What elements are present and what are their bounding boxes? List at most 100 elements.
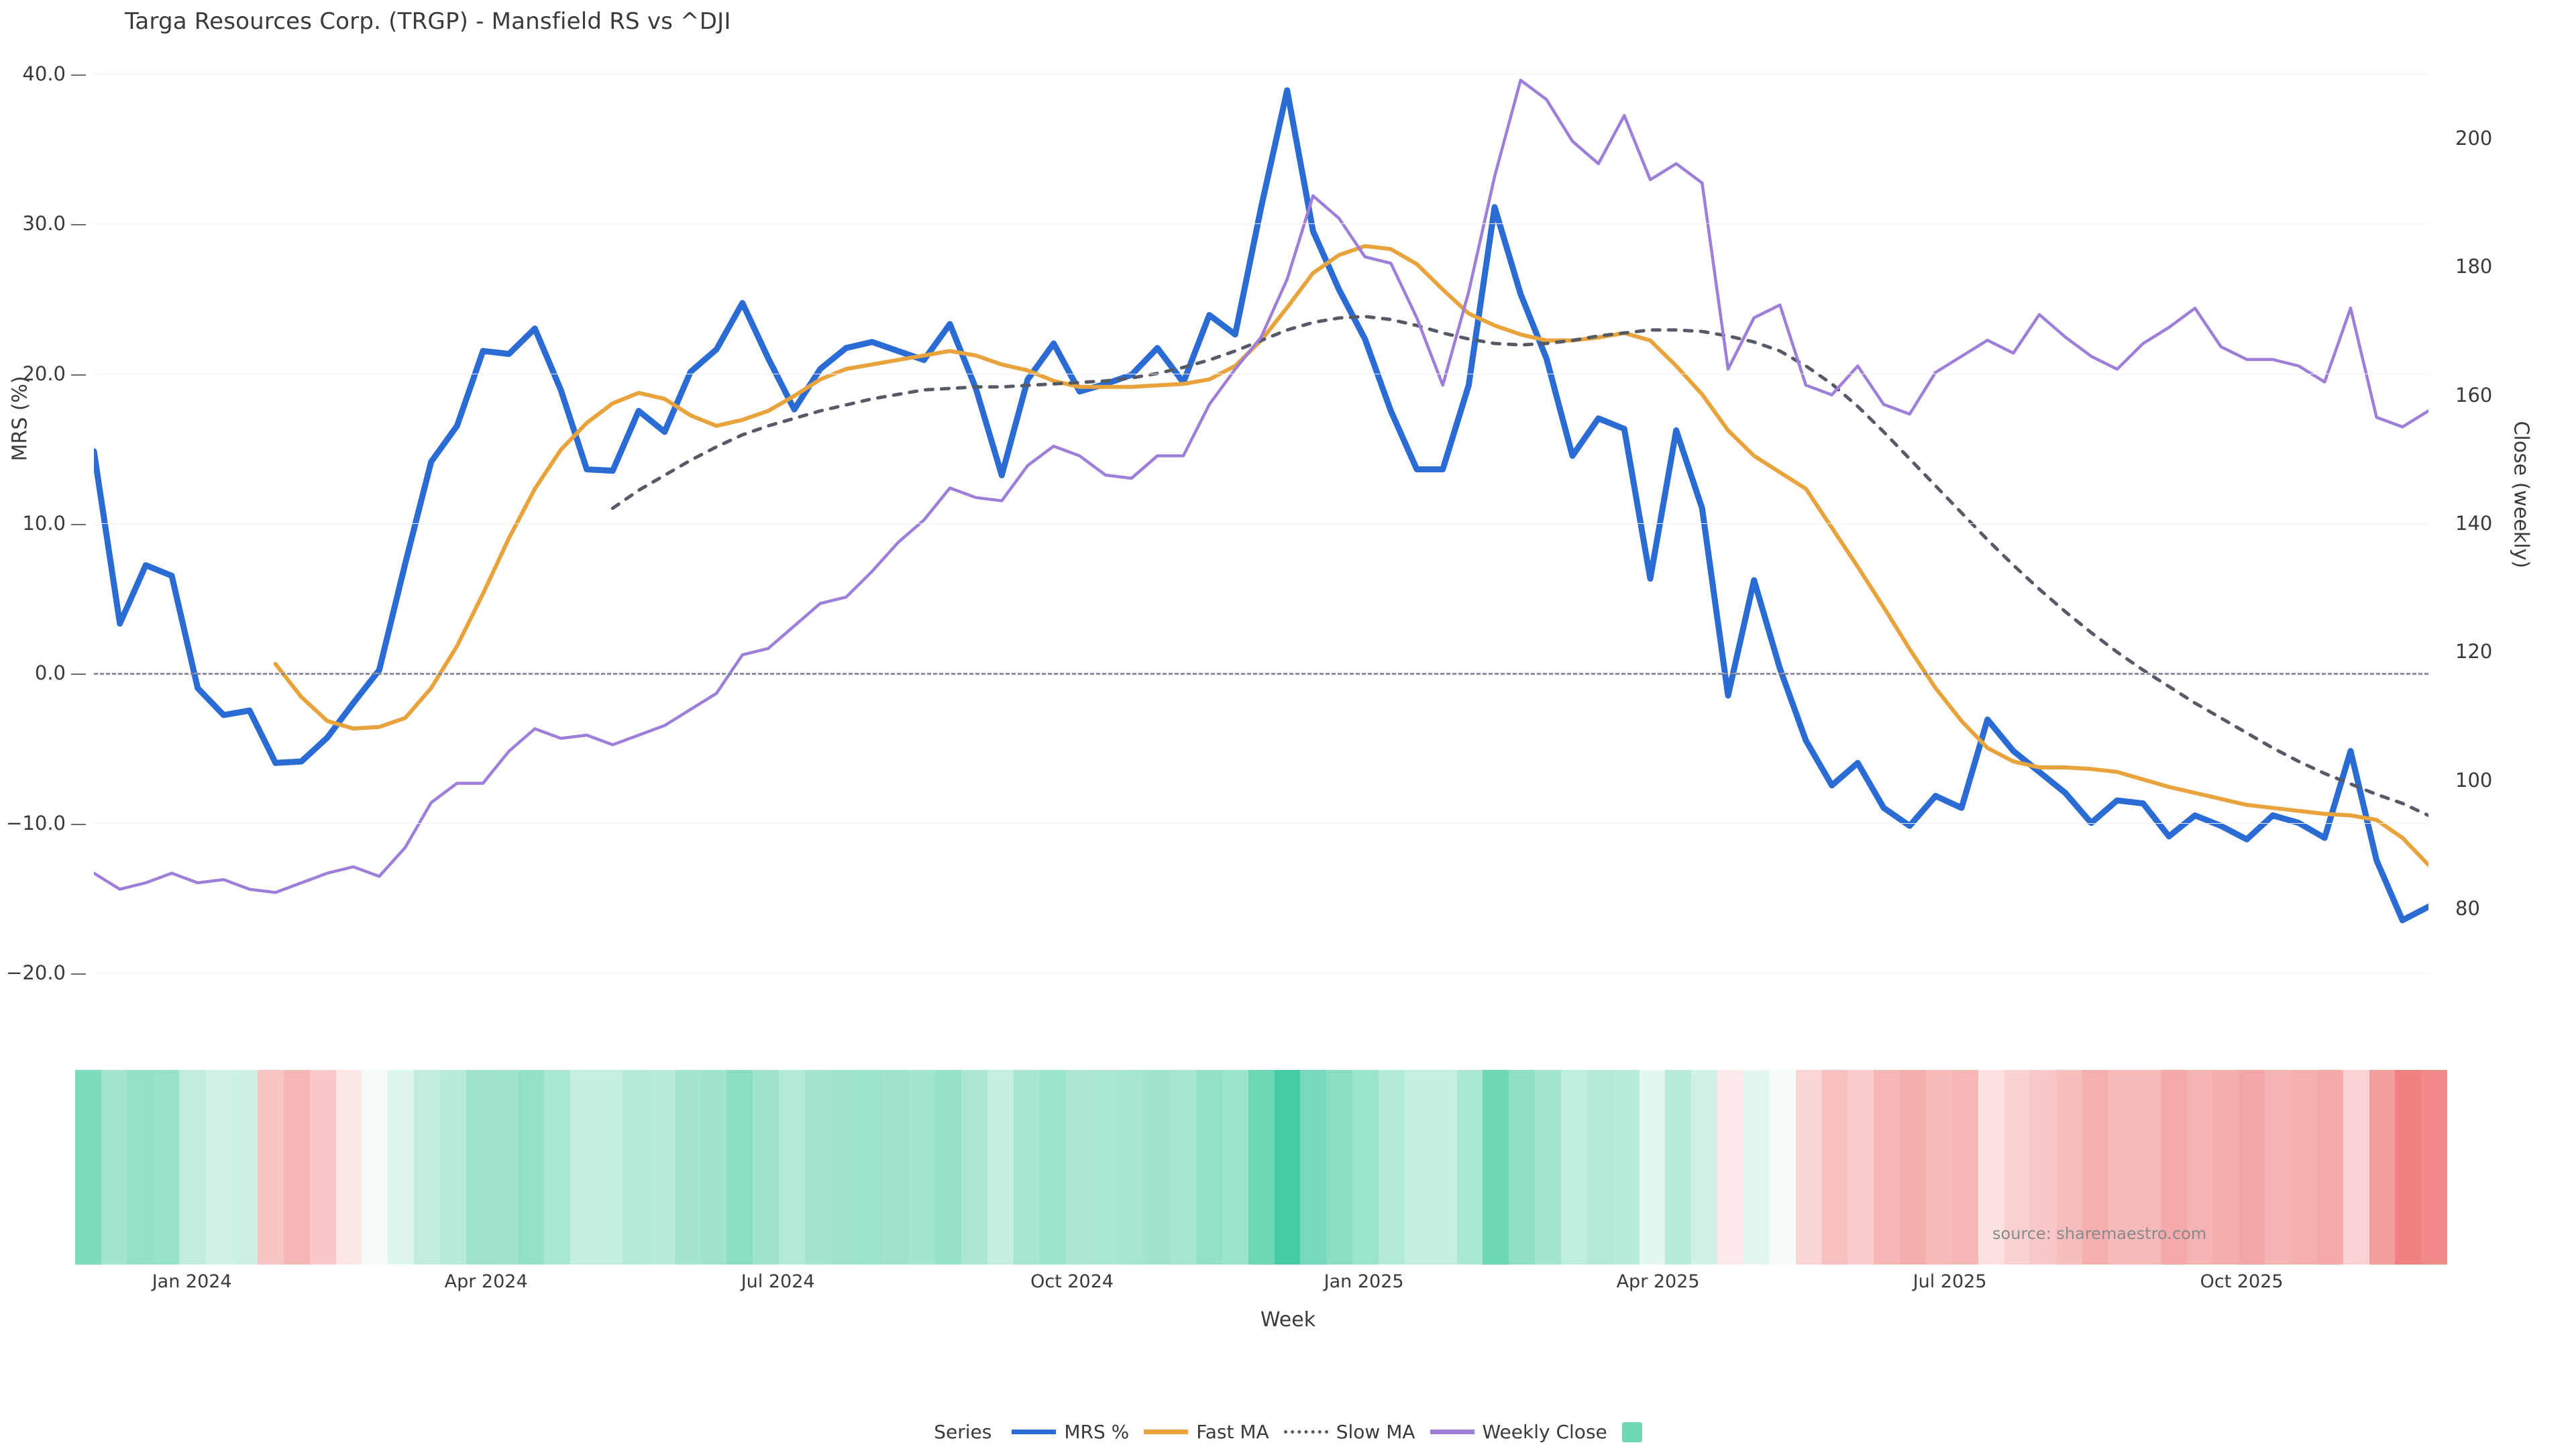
heat-strip-cell — [1560, 1070, 1587, 1265]
heat-strip-cell — [1978, 1070, 2004, 1265]
heat-strip-cell — [1874, 1070, 1900, 1265]
legend-item-heat-swatch[interactable] — [1621, 1421, 1642, 1442]
heat-strip-cell — [700, 1070, 727, 1265]
x-axis-tick-label: Apr 2024 — [444, 1271, 528, 1292]
heat-strip-cell — [1274, 1070, 1301, 1265]
heat-strip-cell — [1613, 1070, 1640, 1265]
heat-strip-cell — [1821, 1070, 1848, 1265]
heat-strip-cell — [1665, 1070, 1692, 1265]
y-axis-left-tick-label: 10.0 — [22, 512, 86, 535]
heat-strip-cell — [179, 1070, 206, 1265]
y-axis-left-tick-label: 30.0 — [22, 212, 86, 235]
heat-strip-cell — [2316, 1070, 2343, 1265]
heat-strip-cell — [544, 1070, 571, 1265]
series-line-fast-ma — [273, 244, 2428, 867]
legend-item-mrs[interactable]: MRS % — [1012, 1421, 1129, 1443]
x-axis-tick-label: Jan 2025 — [1324, 1271, 1404, 1292]
heat-strip-cell — [2082, 1070, 2109, 1265]
x-axis-tick-label: Jan 2024 — [152, 1271, 232, 1292]
y-axis-right-title: Close (weekly) — [2509, 421, 2533, 569]
heat-strip-cell — [335, 1070, 362, 1265]
heat-strip-cell — [1691, 1070, 1718, 1265]
plot-area — [94, 74, 2428, 973]
heat-strip-cell — [153, 1070, 180, 1265]
heat-strip-cell — [1013, 1070, 1040, 1265]
legend-label: Slow MA — [1336, 1421, 1415, 1443]
heat-strip-cell — [1170, 1070, 1196, 1265]
heat-strip-cell — [1456, 1070, 1483, 1265]
heat-strip-cell — [1326, 1070, 1353, 1265]
series-line-mrs — [94, 87, 2428, 924]
heat-strip-cell — [2004, 1070, 2031, 1265]
heat-strip-cell — [1195, 1070, 1222, 1265]
series-line-weekly-close — [94, 78, 2428, 894]
heat-strip-cell — [1378, 1070, 1405, 1265]
y-axis-right-tick-label: 120 — [2455, 640, 2493, 663]
heat-strip-cell — [1118, 1070, 1144, 1265]
heat-strip-cell — [362, 1070, 388, 1265]
page-title: Targa Resources Corp. (TRGP) - Mansfield… — [125, 8, 731, 35]
heat-strip-cell — [2056, 1070, 2083, 1265]
legend: Series MRS % Fast MA Slow MA Weekly Close — [0, 1421, 2576, 1443]
heat-strip-cell — [1065, 1070, 1092, 1265]
heat-strip-cell — [857, 1070, 883, 1265]
y-axis-left-tick-label: 20.0 — [22, 362, 86, 385]
heat-strip-cell — [727, 1070, 753, 1265]
legend-swatch-mrs — [1012, 1430, 1057, 1434]
legend-swatch-weekly-close — [1430, 1430, 1474, 1434]
heat-strip-cell — [466, 1070, 492, 1265]
heat-strip-cell — [570, 1070, 597, 1265]
legend-item-weekly-close[interactable]: Weekly Close — [1430, 1421, 1607, 1443]
gridline — [94, 523, 2428, 524]
heat-strip-cell — [987, 1070, 1014, 1265]
y-axis-left-tick-label: 0.0 — [35, 661, 86, 684]
heat-strip-cell — [1717, 1070, 1743, 1265]
heat-strip-cell — [1222, 1070, 1248, 1265]
heat-strip-cell — [805, 1070, 831, 1265]
heat-strip-cell — [1926, 1070, 1952, 1265]
heat-strip-cell — [2030, 1070, 2057, 1265]
heat-strip-cell — [2108, 1070, 2135, 1265]
legend-item-fast-ma[interactable]: Fast MA — [1144, 1421, 1269, 1443]
y-axis-right-tick-label: 160 — [2455, 383, 2493, 407]
y-axis-left-title: MRS (%) — [8, 376, 32, 462]
heat-strip-cell — [440, 1070, 466, 1265]
heat-strip-cell — [1430, 1070, 1457, 1265]
heat-strip-cell — [258, 1070, 284, 1265]
x-axis-title: Week — [1260, 1308, 1316, 1332]
heat-strip-cell — [2265, 1070, 2292, 1265]
heat-strip-cell — [2239, 1070, 2265, 1265]
gridline — [94, 822, 2428, 824]
heat-strip-cell — [2212, 1070, 2239, 1265]
heat-strip-cell — [1039, 1070, 1066, 1265]
series-canvas — [94, 78, 2428, 924]
heat-strip-cell — [518, 1070, 545, 1265]
heat-strip-cell — [2160, 1070, 2187, 1265]
heat-strip-cell — [961, 1070, 988, 1265]
heat-strip-cell — [231, 1070, 258, 1265]
rs-heat-strip — [75, 1070, 2448, 1265]
legend-swatch-fast-ma — [1144, 1430, 1189, 1434]
heat-strip-cell — [205, 1070, 232, 1265]
heat-strip-cell — [1769, 1070, 1796, 1265]
gridline — [94, 223, 2428, 225]
heat-strip-cell — [2343, 1070, 2369, 1265]
y-axis-right-tick-label: 100 — [2455, 768, 2493, 792]
zero-reference-line — [94, 673, 2428, 676]
heat-strip-cell — [1847, 1070, 1874, 1265]
heat-strip-cell — [2421, 1070, 2448, 1265]
heat-strip-cell — [1795, 1070, 1822, 1265]
heat-strip-cell — [648, 1070, 675, 1265]
legend-label: Fast MA — [1196, 1421, 1269, 1443]
legend-title: Series — [934, 1421, 992, 1443]
y-axis-right-tick-label: 80 — [2455, 897, 2480, 920]
heat-strip-cell — [935, 1070, 962, 1265]
source-note: source: sharemaestro.com — [1992, 1224, 2207, 1243]
heat-strip-cell — [414, 1070, 441, 1265]
y-axis-left-tick-label: −10.0 — [6, 812, 86, 835]
legend-item-slow-ma[interactable]: Slow MA — [1283, 1421, 1415, 1443]
heat-strip-cell — [492, 1070, 519, 1265]
heat-strip-cell — [1509, 1070, 1536, 1265]
heat-strip-cell — [309, 1070, 336, 1265]
legend-swatch-slow-ma — [1283, 1430, 1328, 1434]
